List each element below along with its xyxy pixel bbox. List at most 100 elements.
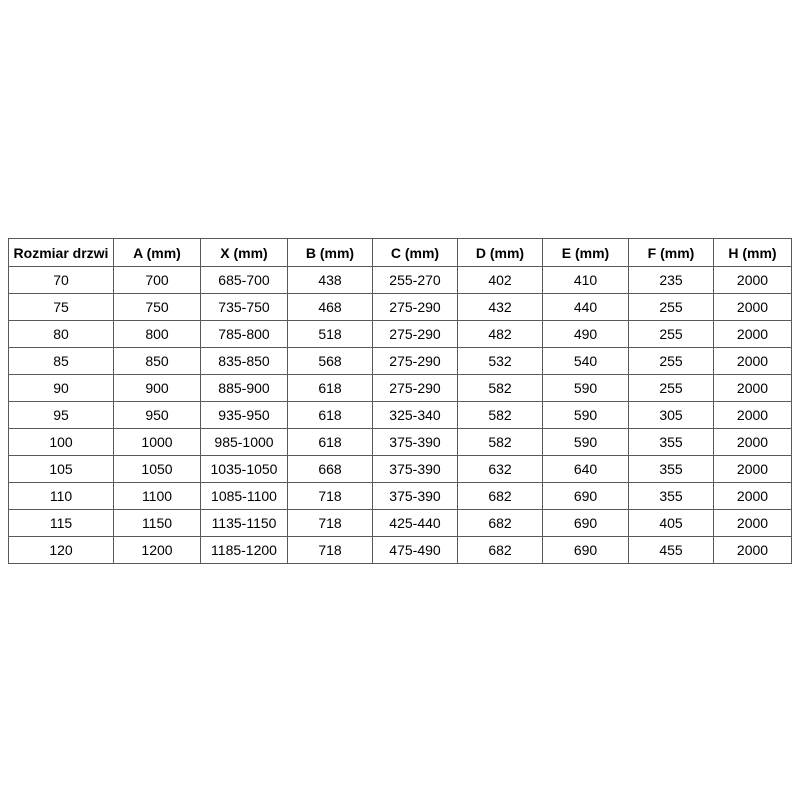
table-cell: 950 xyxy=(113,401,201,429)
table-cell: 375-390 xyxy=(372,455,458,483)
table-cell: 685-700 xyxy=(200,266,288,294)
table-cell: 800 xyxy=(113,320,201,348)
table-cell: 2000 xyxy=(713,320,792,348)
table-cell: 1050 xyxy=(113,455,201,483)
table-cell: 700 xyxy=(113,266,201,294)
header-row: Rozmiar drzwi A (mm) X (mm) B (mm) C (mm) D (… xyxy=(8,238,792,267)
table-cell: 432 xyxy=(457,293,543,321)
column-header: X (mm) xyxy=(200,238,288,267)
column-header: H (mm) xyxy=(713,238,792,267)
table-cell: 438 xyxy=(287,266,373,294)
table-row: 70 700 685-700 438 255-270 402 410 235 2000 xyxy=(8,266,792,294)
table-cell: 518 xyxy=(287,320,373,348)
table-cell: 690 xyxy=(542,509,629,537)
column-header: C (mm) xyxy=(372,238,458,267)
table-cell: 355 xyxy=(628,455,714,483)
table-cell: 468 xyxy=(287,293,373,321)
table-cell: 582 xyxy=(457,401,543,429)
table-cell: 582 xyxy=(457,428,543,456)
table-cell: 402 xyxy=(457,266,543,294)
table-cell: 255 xyxy=(628,320,714,348)
table-cell: 410 xyxy=(542,266,629,294)
column-header: D (mm) xyxy=(457,238,543,267)
table-cell: 590 xyxy=(542,401,629,429)
table-cell: 455 xyxy=(628,536,714,564)
table-row: 120 1200 1185-1200 718 475-490 682 690 455 2000 xyxy=(8,536,792,564)
table-cell: 1000 xyxy=(113,428,201,456)
table-cell: 640 xyxy=(542,455,629,483)
table-cell: 255-270 xyxy=(372,266,458,294)
table-cell: 95 xyxy=(8,401,114,429)
table-row: 75 750 735-750 468 275-290 432 440 255 2000 xyxy=(8,293,792,321)
table-cell: 490 xyxy=(542,320,629,348)
table-cell: 2000 xyxy=(713,428,792,456)
table-cell: 590 xyxy=(542,428,629,456)
column-header: F (mm) xyxy=(628,238,714,267)
table-cell: 2000 xyxy=(713,374,792,402)
table-cell: 255 xyxy=(628,347,714,375)
table-cell: 105 xyxy=(8,455,114,483)
table-cell: 718 xyxy=(287,482,373,510)
table-row: 90 900 885-900 618 275-290 582 590 255 2000 xyxy=(8,374,792,402)
table-cell: 690 xyxy=(542,536,629,564)
table-cell: 532 xyxy=(457,347,543,375)
table-cell: 275-290 xyxy=(372,347,458,375)
table-row: 105 1050 1035-1050 668 375-390 632 640 355 2000 xyxy=(8,455,792,483)
column-header: Rozmiar drzwi xyxy=(8,238,114,267)
table-row: 95 950 935-950 618 325-340 582 590 305 2000 xyxy=(8,401,792,429)
table-cell: 668 xyxy=(287,455,373,483)
table-cell: 90 xyxy=(8,374,114,402)
table-cell: 425-440 xyxy=(372,509,458,537)
table-cell: 1135-1150 xyxy=(200,509,288,537)
table-cell: 2000 xyxy=(713,509,792,537)
table-cell: 2000 xyxy=(713,293,792,321)
table-cell: 325-340 xyxy=(372,401,458,429)
table-cell: 355 xyxy=(628,428,714,456)
table-cell: 900 xyxy=(113,374,201,402)
table-cell: 690 xyxy=(542,482,629,510)
table-cell: 718 xyxy=(287,536,373,564)
table-cell: 75 xyxy=(8,293,114,321)
table-cell: 482 xyxy=(457,320,543,348)
table-cell: 682 xyxy=(457,482,543,510)
table-cell: 568 xyxy=(287,347,373,375)
table-cell: 735-750 xyxy=(200,293,288,321)
table-cell: 1150 xyxy=(113,509,201,537)
table-cell: 885-900 xyxy=(200,374,288,402)
table-cell: 985-1000 xyxy=(200,428,288,456)
table-cell: 1085-1100 xyxy=(200,482,288,510)
table-cell: 80 xyxy=(8,320,114,348)
table-cell: 682 xyxy=(457,536,543,564)
table-cell: 1035-1050 xyxy=(200,455,288,483)
table-cell: 475-490 xyxy=(372,536,458,564)
table-cell: 1100 xyxy=(113,482,201,510)
table-cell: 682 xyxy=(457,509,543,537)
table-row: 80 800 785-800 518 275-290 482 490 255 2000 xyxy=(8,320,792,348)
table-cell: 618 xyxy=(287,401,373,429)
table-cell: 275-290 xyxy=(372,320,458,348)
table-cell: 305 xyxy=(628,401,714,429)
table-cell: 618 xyxy=(287,374,373,402)
column-header: B (mm) xyxy=(287,238,373,267)
table-cell: 440 xyxy=(542,293,629,321)
table-cell: 100 xyxy=(8,428,114,456)
table-cell: 2000 xyxy=(713,347,792,375)
table-cell: 750 xyxy=(113,293,201,321)
table-cell: 255 xyxy=(628,293,714,321)
table-cell: 375-390 xyxy=(372,482,458,510)
table-row: 115 1150 1135-1150 718 425-440 682 690 405 2000 xyxy=(8,509,792,537)
table-cell: 835-850 xyxy=(200,347,288,375)
table-cell: 275-290 xyxy=(372,293,458,321)
table-cell: 2000 xyxy=(713,455,792,483)
table-cell: 235 xyxy=(628,266,714,294)
table-cell: 632 xyxy=(457,455,543,483)
table-cell: 850 xyxy=(113,347,201,375)
table-cell: 618 xyxy=(287,428,373,456)
table-cell: 405 xyxy=(628,509,714,537)
table-cell: 1200 xyxy=(113,536,201,564)
table-cell: 2000 xyxy=(713,266,792,294)
table-cell: 120 xyxy=(8,536,114,564)
table-cell: 590 xyxy=(542,374,629,402)
table-body: 70 700 685-700 438 255-270 402 410 235 2000 75 750… xyxy=(8,266,792,564)
